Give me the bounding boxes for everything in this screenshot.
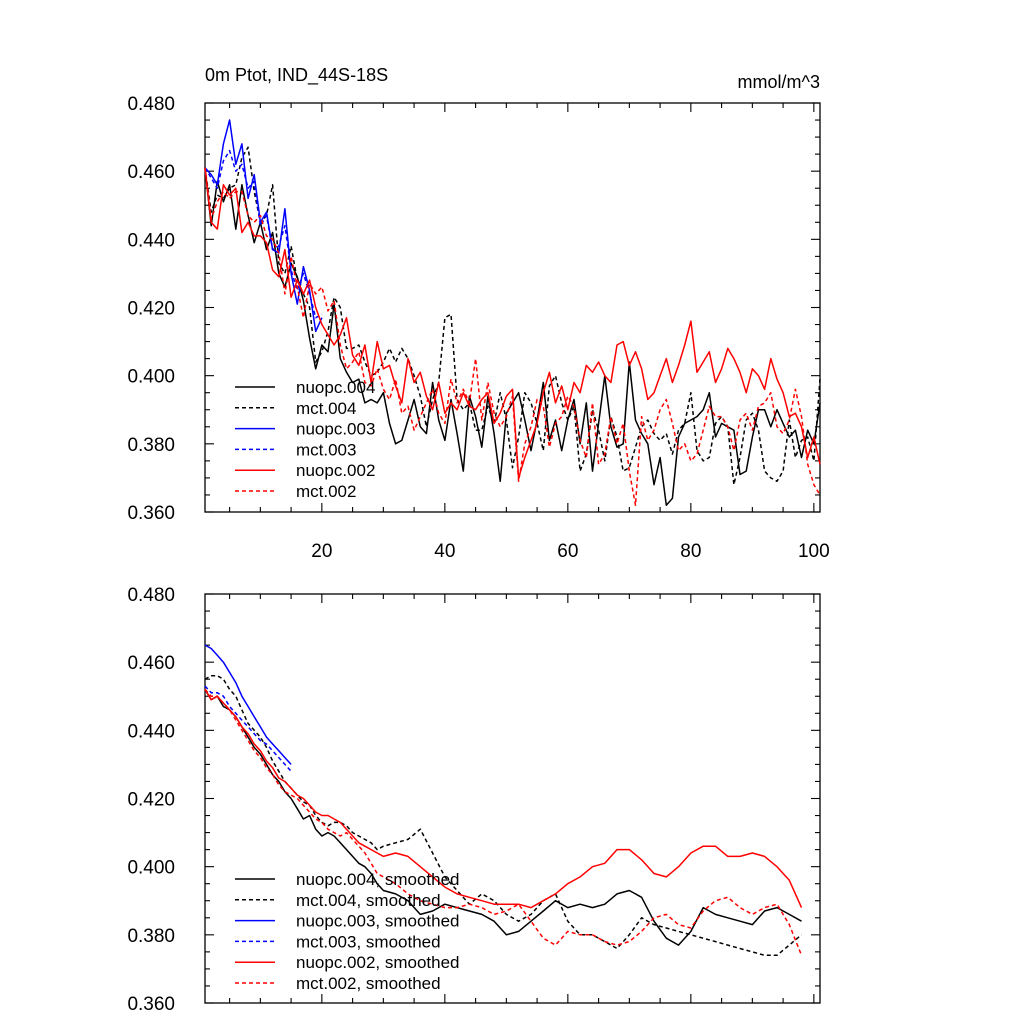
- x-tick-label: 20: [311, 541, 332, 562]
- legend-label: mct.002: [296, 482, 356, 501]
- y-tick-label: 0.460: [127, 653, 175, 674]
- top-panel: 0m Ptot, IND_44S-18S mmol/m^3 0.360 0.380…: [127, 65, 829, 562]
- legend-label: mct.004, smoothed: [296, 891, 441, 910]
- series-line-mct-004-smoothed: [204, 675, 802, 957]
- legend-label: mct.004: [296, 399, 356, 418]
- series-line-mct-004: [204, 146, 821, 486]
- legend-label: nuopc.003, smoothed: [296, 912, 460, 931]
- y-tick-label: 0.460: [127, 162, 175, 183]
- series-line-mct-003: [204, 149, 323, 319]
- series-line-mct-002: [204, 167, 821, 506]
- y-tick-label: 0.480: [127, 585, 175, 606]
- y-tick-label: 0.360: [127, 994, 175, 1015]
- y-tick-label: 0.400: [127, 858, 175, 879]
- series-line-mct-002-smoothed: [204, 688, 803, 956]
- legend-label: mct.002, smoothed: [296, 974, 441, 993]
- legend-label: nuopc.004: [296, 378, 375, 397]
- series-line-nuopc-002: [204, 167, 821, 479]
- series-line-nuopc-002-smoothed: [204, 689, 803, 909]
- legend-label: nuopc.003: [296, 420, 375, 439]
- y-tick-label: 0.360: [127, 503, 175, 524]
- series-line-nuopc-003: [204, 119, 323, 333]
- x-tick-label: 100: [798, 541, 830, 562]
- series-line-mct-003-smoothed: [204, 685, 292, 772]
- y-tick-label: 0.440: [127, 230, 175, 251]
- x-tick-label: 60: [557, 541, 578, 562]
- legend-label: nuopc.002: [296, 461, 375, 480]
- legend-label: mct.003, smoothed: [296, 932, 441, 951]
- legend-label: nuopc.002, smoothed: [296, 953, 460, 972]
- legend-label: mct.003: [296, 440, 356, 459]
- y-tick-label: 0.380: [127, 435, 175, 456]
- series-line-nuopc-003-smoothed: [204, 644, 292, 765]
- y-tick-label: 0.480: [127, 94, 175, 115]
- units-label: mmol/m^3: [738, 72, 820, 92]
- bottom-panel: 0.360 0.380 0.400 0.420 0.440 0.460 0.480 nuopc…: [127, 585, 821, 1015]
- panel-title: 0m Ptot, IND_44S-18S: [205, 65, 388, 86]
- y-tick-label: 0.400: [127, 367, 175, 388]
- series-line-nuopc-004-smoothed: [204, 689, 802, 946]
- y-tick-label: 0.420: [127, 790, 175, 811]
- x-tick-label: 80: [680, 541, 701, 562]
- y-tick-label: 0.420: [127, 299, 175, 320]
- legend-label: nuopc.004, smoothed: [296, 870, 460, 889]
- x-tick-label: 40: [434, 541, 455, 562]
- y-tick-label: 0.440: [127, 721, 175, 742]
- y-tick-label: 0.380: [127, 926, 175, 947]
